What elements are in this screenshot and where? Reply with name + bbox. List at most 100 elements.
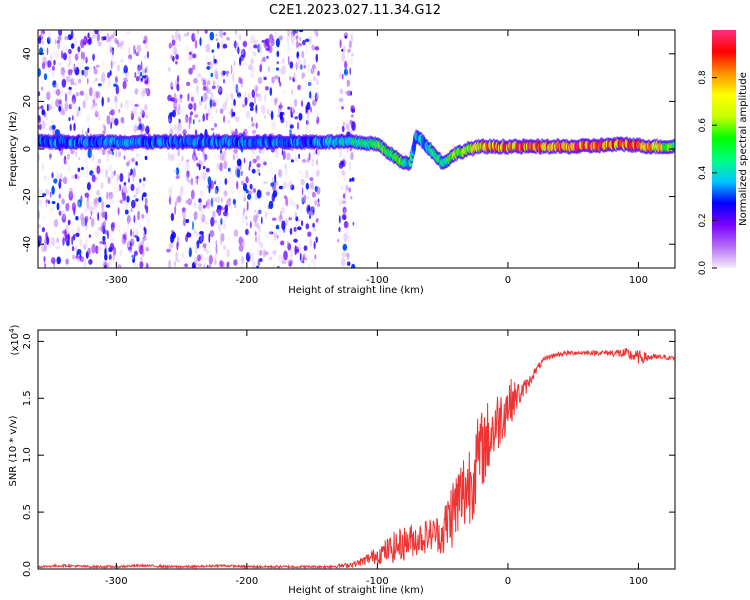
heatmap-noise-dot	[305, 109, 308, 114]
heatmap-noise-dot	[211, 85, 216, 89]
heatmap-noise-dot	[264, 197, 267, 207]
snr-scale-suffix: )	[10, 324, 21, 328]
heatmap-noise-dot	[215, 85, 218, 91]
heatmap-noise-dot	[350, 105, 355, 113]
heatmap-noise-dot	[350, 196, 353, 200]
heatmap-noise-dot	[96, 165, 101, 175]
heatmap-noise-dot	[43, 96, 46, 105]
heatmap-noise-dot	[205, 54, 209, 64]
heatmap-noise-dot	[257, 208, 263, 215]
heatmap-noise-dot	[176, 259, 181, 263]
heatmap-noise-dot	[263, 96, 266, 105]
heatmap-noise-dot	[247, 92, 252, 98]
heatmap-noise-dot	[175, 61, 178, 65]
heatmap-noise-dot	[205, 154, 210, 164]
heatmap-noise-dot	[271, 76, 275, 84]
heatmap-noise-dot	[256, 94, 259, 102]
heatmap-noise-dot	[42, 56, 47, 64]
heatmap-noise-dot	[239, 48, 245, 56]
heatmap-noise-dot	[222, 223, 227, 230]
heatmap-noise-dot	[139, 178, 142, 183]
heatmap-noise-dot	[69, 69, 74, 73]
heatmap-noise-dot	[311, 206, 314, 211]
heatmap-noise-dot	[223, 121, 226, 127]
heatmap-noise-dot	[70, 30, 74, 39]
heatmap-noise-dot	[245, 228, 249, 236]
heatmap-noise-dot	[256, 265, 259, 268]
heatmap-noise-dot	[298, 243, 301, 252]
heatmap-noise-dot	[84, 66, 90, 70]
heatmap-noise-dot	[54, 129, 60, 137]
heatmap-noise-dot	[94, 110, 99, 118]
heatmap-noise-dot	[263, 180, 268, 185]
heatmap-noise-dot	[196, 157, 198, 161]
heatmap-noise-dot	[283, 195, 288, 200]
heatmap-noise-dot	[184, 44, 189, 53]
heatmap-noise-dot	[205, 167, 210, 173]
heatmap-noise-dot	[298, 153, 300, 160]
heatmap-noise-dot	[176, 241, 179, 251]
heatmap-noise-dot	[258, 44, 263, 55]
heatmap-noise-dot	[179, 186, 184, 196]
heatmap-noise-dot	[83, 244, 87, 250]
colorbar-label: Normalized spectral amplitude	[738, 72, 749, 226]
heatmap-noise-dot	[126, 215, 131, 224]
heatmap-noise-dot	[199, 245, 204, 250]
heatmap-noise-dot	[186, 232, 192, 238]
heatmap-noise-dot	[71, 202, 76, 212]
heatmap-noise-dot	[140, 71, 143, 77]
heatmap-noise-dot	[253, 44, 258, 49]
heatmap-noise-dot	[299, 37, 302, 42]
heatmap-noise-dot	[56, 202, 60, 211]
heatmap-noise-dot	[193, 102, 197, 112]
heatmap-noise-dot	[115, 104, 117, 109]
heatmap-noise-dot	[73, 64, 77, 70]
heatmap-noise-dot	[70, 78, 74, 86]
heatmap-noise-dot	[279, 68, 283, 75]
heatmap-noise-dot	[212, 197, 217, 202]
heatmap-noise-dot	[174, 30, 179, 40]
heatmap-noise-dot	[107, 176, 112, 185]
heatmap-noise-dot	[303, 245, 308, 251]
heatmap-noise-dot	[71, 235, 74, 246]
heatmap-noise-dot	[286, 34, 290, 44]
heatmap-noise-dot	[266, 55, 269, 59]
heatmap-noise-dot	[120, 43, 123, 50]
heatmap-noise-dot	[188, 51, 192, 56]
heatmap-noise-dot	[213, 259, 216, 266]
snr-scale-prefix: (x10	[10, 333, 21, 356]
heatmap-noise-dot	[170, 153, 175, 162]
heatmap-noise-dot	[219, 162, 223, 172]
heatmap-noise-dot	[294, 151, 296, 161]
heatmap-noise-dot	[251, 122, 255, 127]
heatmap-noise-dot	[80, 59, 84, 68]
heatmap-noise-dot	[214, 189, 218, 194]
heatmap-noise-dot	[137, 69, 141, 75]
heatmap-noise-dot	[195, 259, 199, 266]
heatmap-noise-dot	[242, 216, 247, 224]
heatmap-noise-dot	[182, 217, 186, 227]
heatmap-noise-dot	[167, 66, 171, 72]
heatmap-noise-dot	[240, 214, 245, 224]
heatmap-noise-dot	[107, 105, 112, 112]
heatmap-noise-dot	[206, 248, 209, 253]
heatmap-noise-dot	[265, 191, 271, 196]
heatmap-noise-dot	[102, 61, 105, 66]
heatmap-noise-dot	[190, 111, 193, 116]
heatmap-noise-dot	[46, 47, 49, 56]
heatmap-noise-dot	[105, 204, 111, 208]
heatmap-noise-dot	[229, 197, 232, 201]
heatmap-noise-dot	[128, 220, 130, 229]
heatmap-noise-dot	[170, 46, 175, 55]
heatmap-noise-dot	[115, 76, 118, 83]
heatmap-noise-dot	[207, 34, 210, 43]
heatmap-noise-dot	[219, 260, 224, 268]
heatmap-noise-dot	[61, 50, 63, 59]
heatmap-noise-dot	[300, 220, 304, 227]
heatmap-noise-dot	[281, 256, 285, 265]
heatmap-noise-dot	[51, 124, 56, 130]
heatmap-noise-dot	[73, 122, 76, 132]
heatmap-noise-dot	[259, 41, 264, 49]
heatmap-noise-dot	[337, 180, 340, 186]
heatmap-noise-dot	[76, 174, 80, 180]
